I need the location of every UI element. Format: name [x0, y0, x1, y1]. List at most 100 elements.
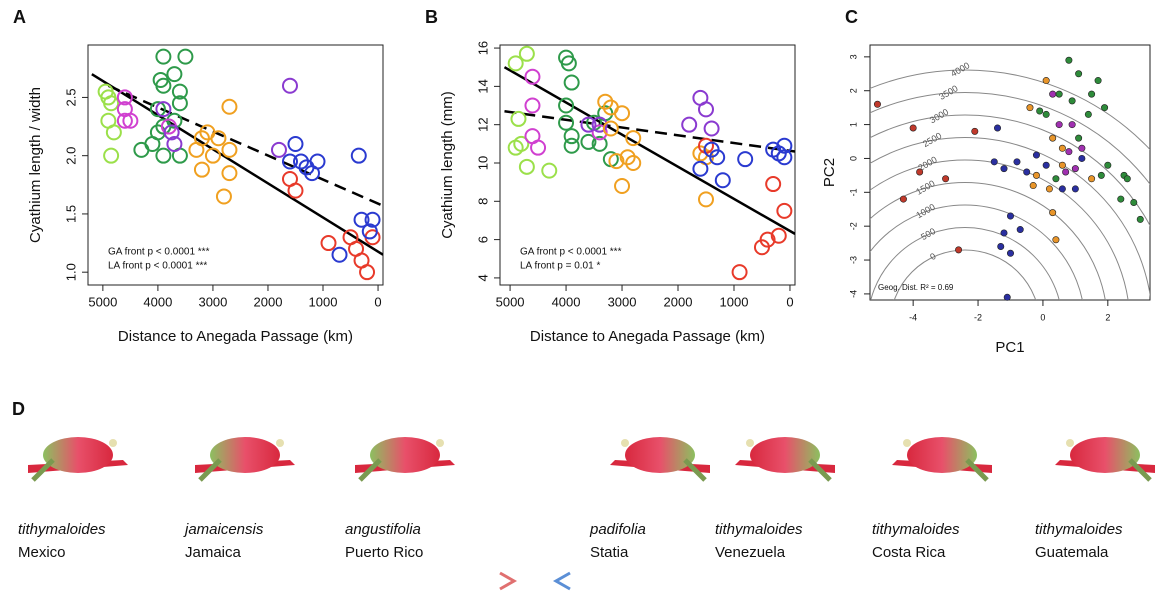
x-tick-label: 2000: [664, 294, 693, 309]
data-point: [1049, 91, 1055, 97]
x-tick-label: -4: [909, 312, 917, 322]
flower-stamen: [746, 439, 754, 447]
annotation: GA front p < 0.0001 ***: [108, 247, 210, 258]
data-point: [1001, 165, 1007, 171]
contour-line: [845, 205, 1085, 445]
data-point: [1014, 159, 1020, 165]
data-point: [178, 50, 192, 64]
location-name: Jamaica: [185, 544, 242, 561]
data-point: [699, 102, 713, 116]
contour-line: [733, 93, 1161, 558]
fit-line: [92, 74, 383, 255]
y-axis-label: PC2: [821, 158, 838, 187]
data-point: [1053, 237, 1059, 243]
data-point: [1105, 162, 1111, 168]
location-name: Mexico: [18, 544, 66, 561]
data-point: [994, 125, 1000, 131]
y-tick-label: 8: [475, 198, 490, 205]
data-point: [134, 143, 148, 157]
y-tick-label: -1: [848, 188, 858, 196]
y-tick-label: 14: [475, 79, 490, 93]
flower-photo: [892, 437, 992, 480]
data-point: [1007, 250, 1013, 256]
data-point: [1124, 176, 1130, 182]
data-point: [520, 47, 534, 61]
data-point: [1059, 162, 1065, 168]
x-tick-label: 4000: [143, 294, 172, 309]
flower-stamen: [1066, 439, 1074, 447]
data-point: [288, 184, 302, 198]
fit-line: [504, 67, 795, 234]
data-point: [1088, 91, 1094, 97]
flower-photo: [355, 437, 455, 480]
flower-photo: [735, 437, 835, 480]
data-point: [1075, 135, 1081, 141]
data-point: [156, 149, 170, 163]
y-tick-label: -4: [848, 290, 858, 298]
data-point: [288, 137, 302, 151]
data-point: [1027, 104, 1033, 110]
plot-frame: [870, 45, 1150, 300]
flower-body: [625, 437, 695, 473]
data-point: [1072, 186, 1078, 192]
data-point: [693, 162, 707, 176]
data-point: [1066, 148, 1072, 154]
y-tick-label: 16: [475, 41, 490, 55]
x-tick-label: 0: [1040, 312, 1045, 322]
flower-photo: [195, 437, 295, 480]
data-point: [525, 70, 539, 84]
data-point: [972, 128, 978, 134]
data-point: [1118, 196, 1124, 202]
data-point: [222, 166, 236, 180]
data-point: [705, 122, 719, 136]
data-point: [349, 242, 363, 256]
x-tick-label: -2: [974, 312, 982, 322]
data-point: [1033, 172, 1039, 178]
y-tick-label: 10: [475, 156, 490, 170]
y-tick-label: 2: [848, 88, 858, 93]
flower-body: [43, 437, 113, 473]
data-point: [615, 106, 629, 120]
x-axis-label: Distance to Anegada Passage (km): [530, 328, 765, 345]
y-tick-label: -3: [848, 256, 858, 264]
fit-line: [504, 111, 795, 151]
y-tick-label: 2.5: [63, 88, 78, 106]
data-point: [520, 160, 534, 174]
data-point: [1001, 230, 1007, 236]
data-point: [525, 99, 539, 113]
data-point: [1043, 162, 1049, 168]
x-axis-label: PC1: [995, 339, 1024, 356]
data-point: [1030, 182, 1036, 188]
data-point: [1049, 209, 1055, 215]
flower-stamen: [109, 439, 117, 447]
contour-line: [800, 160, 1130, 490]
x-tick-label: 3000: [608, 294, 637, 309]
data-point: [283, 79, 297, 93]
data-point: [1095, 77, 1101, 83]
flower-photo: [28, 437, 128, 480]
data-point: [322, 236, 336, 250]
flower-photo: [1055, 437, 1155, 480]
data-point: [1046, 186, 1052, 192]
x-axis-label: Distance to Anegada Passage (km): [118, 328, 353, 345]
x-tick-label: 5000: [496, 294, 525, 309]
data-point: [206, 149, 220, 163]
data-point: [682, 118, 696, 132]
data-point: [1075, 71, 1081, 77]
fit-line: [108, 86, 383, 206]
x-tick-label: 0: [786, 294, 793, 309]
species-name: tithymaloides: [1035, 521, 1123, 538]
y-tick-label: 4: [475, 274, 490, 281]
data-point: [1053, 176, 1059, 182]
flower-body: [1070, 437, 1140, 473]
contour-label: 3500: [937, 83, 959, 102]
data-point: [766, 177, 780, 191]
annotation: LA front p = 0.01 *: [520, 261, 600, 272]
flower-stamen: [903, 439, 911, 447]
contour-line: [823, 183, 1108, 468]
data-point: [107, 125, 121, 139]
y-tick-label: 0: [848, 156, 858, 161]
data-point: [910, 125, 916, 131]
species-name: tithymaloides: [18, 521, 106, 538]
panel-label: A: [13, 7, 26, 27]
